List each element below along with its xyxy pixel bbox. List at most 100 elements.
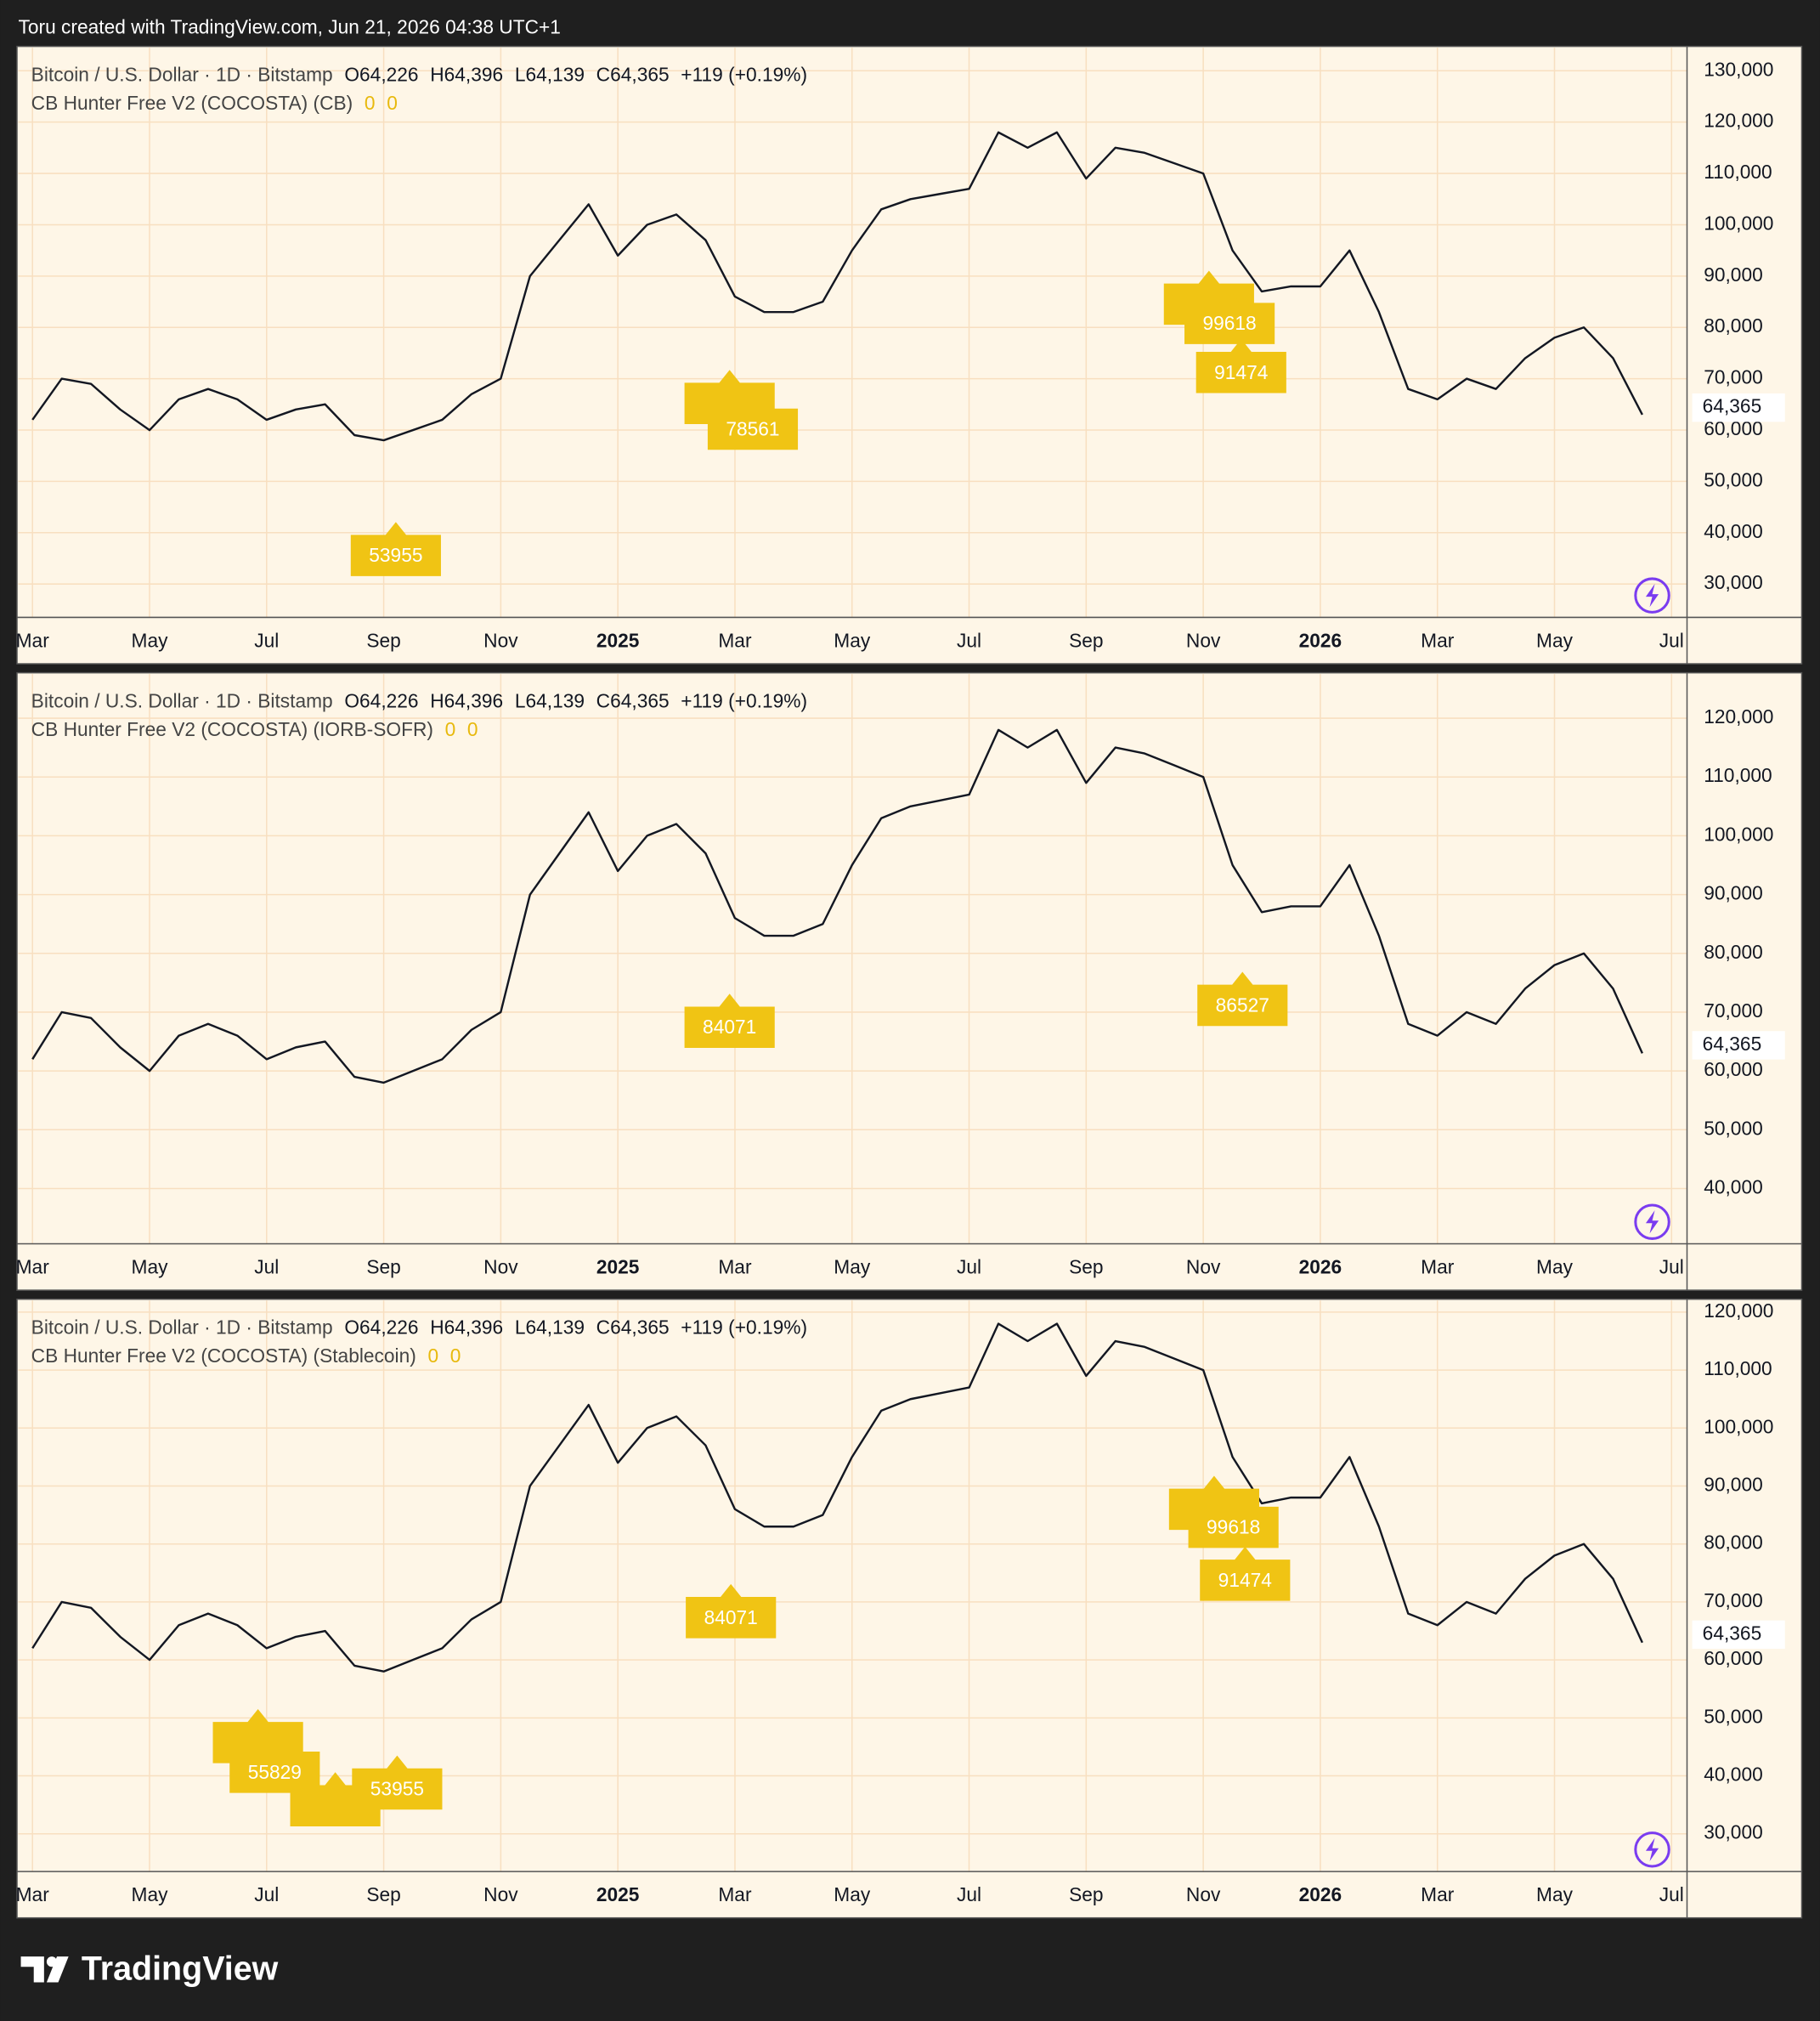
ohlc-value: L64,139	[515, 690, 585, 712]
icon	[1634, 1831, 1670, 1868]
y-tick-label: 50,000	[1704, 468, 1763, 490]
symbol-legend: Bitcoin / U.S. Dollar · 1D · Bitstamp O64…	[31, 63, 807, 85]
badge-label: 99618	[1202, 312, 1256, 334]
ohlc-value: H64,396	[430, 1316, 503, 1339]
ohlc-value: L64,139	[515, 63, 585, 85]
x-tick-label: 2025	[596, 629, 640, 651]
x-tick-label: Sep	[1069, 1883, 1103, 1905]
indicator-name: CB Hunter Free V2 (COCOSTA) (CB)	[31, 92, 353, 114]
icon-bolt	[1645, 584, 1659, 608]
badge	[1200, 1546, 1291, 1601]
badge-label: 53955	[369, 544, 422, 566]
x-tick-label: Nov	[483, 1883, 518, 1905]
x-tick-label: Sep	[1069, 629, 1103, 651]
x-tick-label: Mar	[1421, 629, 1455, 651]
badge	[707, 395, 799, 450]
badge	[352, 1755, 443, 1810]
x-tick-label: May	[834, 1883, 871, 1905]
y-tick-label: 110,000	[1704, 1357, 1772, 1379]
last-price-label: 64,365	[1703, 395, 1762, 417]
x-tick-label: Jul	[254, 629, 279, 651]
x-tick-label: Sep	[366, 1883, 400, 1905]
badge	[1195, 338, 1286, 393]
y-tick-label: 80,000	[1704, 1531, 1763, 1554]
ohlc-value: H64,396	[430, 63, 503, 85]
price-line	[31, 728, 1643, 1084]
y-tick-label: 60,000	[1704, 1058, 1763, 1080]
x-tick-label: 2025	[596, 1255, 640, 1277]
y-tick-label: 40,000	[1704, 1763, 1763, 1786]
plot	[31, 1322, 1643, 1673]
x-tick-label: Jul	[957, 1883, 981, 1905]
y-tick-label: 40,000	[1704, 520, 1763, 542]
symbol-legend: Bitcoin / U.S. Dollar · 1D · Bitstamp O64…	[31, 1316, 807, 1339]
indicator-value: 0	[365, 92, 376, 114]
y-tick-label: 110,000	[1704, 161, 1772, 183]
x-tick-label: Jul	[1659, 1255, 1684, 1277]
indicator-value: 0	[427, 1345, 438, 1367]
ohlc-value: C64,365	[596, 1316, 670, 1339]
icon-bolt	[1645, 1210, 1659, 1234]
x-tick-label: Mar	[1421, 1883, 1455, 1905]
badge-label: 99618	[1207, 1516, 1260, 1538]
badge	[1184, 290, 1275, 344]
y-tick-label: 80,000	[1704, 941, 1763, 963]
price-line	[31, 1322, 1643, 1673]
last-price-label: 64,365	[1703, 1033, 1762, 1055]
y-tick-label: 90,000	[1704, 1473, 1763, 1495]
x-tick-label: May	[1536, 629, 1574, 651]
ohlc-value: +119 (+0.19%)	[681, 63, 807, 85]
x-tick-label: 2026	[1299, 1255, 1342, 1277]
badge-label: 55829	[248, 1761, 302, 1783]
badge	[1197, 971, 1288, 1027]
x-tick-label: Jul	[957, 629, 981, 651]
panel-bg	[16, 671, 1803, 1291]
y-tick-label: 60,000	[1704, 1647, 1763, 1669]
y-tick-label: 40,000	[1704, 1175, 1763, 1197]
symbol-title: Bitcoin / U.S. Dollar · 1D · Bitstamp	[31, 1316, 333, 1339]
y-tick-label: 130,000	[1704, 58, 1773, 80]
x-tick-label: Sep	[366, 629, 400, 651]
x-tick-label: Jul	[254, 1255, 279, 1277]
y-tick-label: 100,000	[1704, 1415, 1773, 1437]
x-tick-label: May	[834, 629, 871, 651]
x-tick-label: Jul	[1659, 1883, 1684, 1905]
badge-label: 91474	[1218, 1569, 1272, 1591]
indicator-value: 0	[445, 718, 456, 740]
y-tick-label: 100,000	[1704, 212, 1773, 234]
last-price-box	[1692, 393, 1785, 422]
symbol-title: Bitcoin / U.S. Dollar · 1D · Bitstamp	[31, 690, 333, 712]
indicator-value: 0	[387, 92, 398, 114]
y-tick-label: 90,000	[1704, 263, 1763, 286]
caption: Toru created with TradingView.com, Jun 2…	[19, 15, 561, 37]
panel-bg	[16, 45, 1803, 665]
y-tick-label: 100,000	[1704, 823, 1773, 845]
indicator-legend: CB Hunter Free V2 (COCOSTA) (CB) 0 0	[31, 92, 398, 114]
x-tick-label: Mar	[718, 1883, 752, 1905]
x-tick-label: May	[132, 1255, 169, 1277]
ohlc-value: +119 (+0.19%)	[681, 690, 807, 712]
y-tick-label: 120,000	[1704, 705, 1773, 727]
x-tick-label: Mar	[1421, 1255, 1455, 1277]
x-tick-label: Mar	[718, 1255, 752, 1277]
ohlc-value: H64,396	[430, 690, 503, 712]
x-tick-label: Nov	[1186, 629, 1221, 651]
x-tick-label: May	[132, 629, 169, 651]
logo	[20, 1956, 69, 1983]
indicator-name: CB Hunter Free V2 (COCOSTA) (IORB-SOFR)	[31, 718, 433, 740]
icon	[1634, 1203, 1670, 1240]
x-tick-label: May	[1536, 1883, 1574, 1905]
badge-label: 84071	[704, 1606, 758, 1628]
badge	[684, 994, 775, 1048]
x-tick-label: Sep	[366, 1255, 400, 1277]
y-tick-label: 80,000	[1704, 314, 1763, 337]
x-tick-label: 2025	[596, 1883, 640, 1905]
y-tick-label: 30,000	[1704, 571, 1763, 593]
y-tick-label: 120,000	[1704, 110, 1773, 132]
y-tick-label: 90,000	[1704, 882, 1763, 904]
badge-label: 84071	[703, 1016, 756, 1038]
x-tick-label: Jul	[957, 1255, 981, 1277]
x-tick-label: Nov	[1186, 1883, 1221, 1905]
x-tick-label: May	[834, 1255, 871, 1277]
